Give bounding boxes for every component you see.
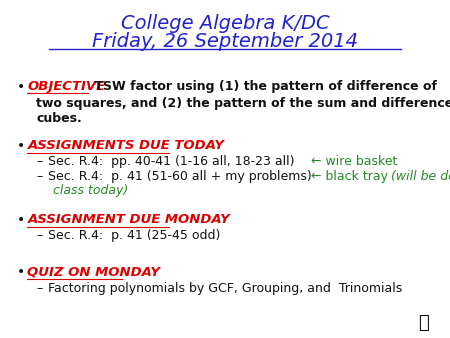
Text: •: • <box>17 139 25 153</box>
Text: Sec. R.4:  p. 41 (25-45 odd): Sec. R.4: p. 41 (25-45 odd) <box>48 229 220 242</box>
Text: •: • <box>17 213 25 227</box>
Text: ASSIGNMENTS DUE TODAY: ASSIGNMENTS DUE TODAY <box>27 139 225 152</box>
Text: cubes.: cubes. <box>36 112 82 125</box>
Text: two squares, and (2) the pattern of the sum and difference of two: two squares, and (2) the pattern of the … <box>36 97 450 110</box>
Text: OBJECTIVE: OBJECTIVE <box>27 79 106 93</box>
Text: •: • <box>17 79 25 94</box>
Text: class today): class today) <box>53 184 128 197</box>
Text: ← black tray: ← black tray <box>311 170 392 183</box>
Text: 🐷: 🐷 <box>418 314 429 332</box>
Text: Factoring polynomials by GCF, Grouping, and  Trinomials: Factoring polynomials by GCF, Grouping, … <box>48 282 402 295</box>
Text: College Algebra K/DC: College Algebra K/DC <box>121 14 329 33</box>
Text: ASSIGNMENT DUE MONDAY: ASSIGNMENT DUE MONDAY <box>27 213 230 226</box>
Text: Sec. R.4:  pp. 40-41 (1-16 all, 18-23 all): Sec. R.4: pp. 40-41 (1-16 all, 18-23 all… <box>48 155 298 168</box>
Text: –: – <box>36 229 42 242</box>
Text: TSW factor using (1) the pattern of difference of: TSW factor using (1) the pattern of diff… <box>90 79 437 93</box>
Text: •: • <box>17 265 25 279</box>
Text: ← wire basket: ← wire basket <box>311 155 397 168</box>
Text: –: – <box>36 155 42 168</box>
Text: Friday, 26 September 2014: Friday, 26 September 2014 <box>92 32 358 51</box>
Text: (will be done in: (will be done in <box>391 170 450 183</box>
Text: –: – <box>36 170 42 183</box>
Text: –: – <box>36 282 42 295</box>
Text: Sec. R.4:  p. 41 (51-60 all + my problems): Sec. R.4: p. 41 (51-60 all + my problems… <box>48 170 315 183</box>
Text: QUIZ ON MONDAY: QUIZ ON MONDAY <box>27 265 161 278</box>
